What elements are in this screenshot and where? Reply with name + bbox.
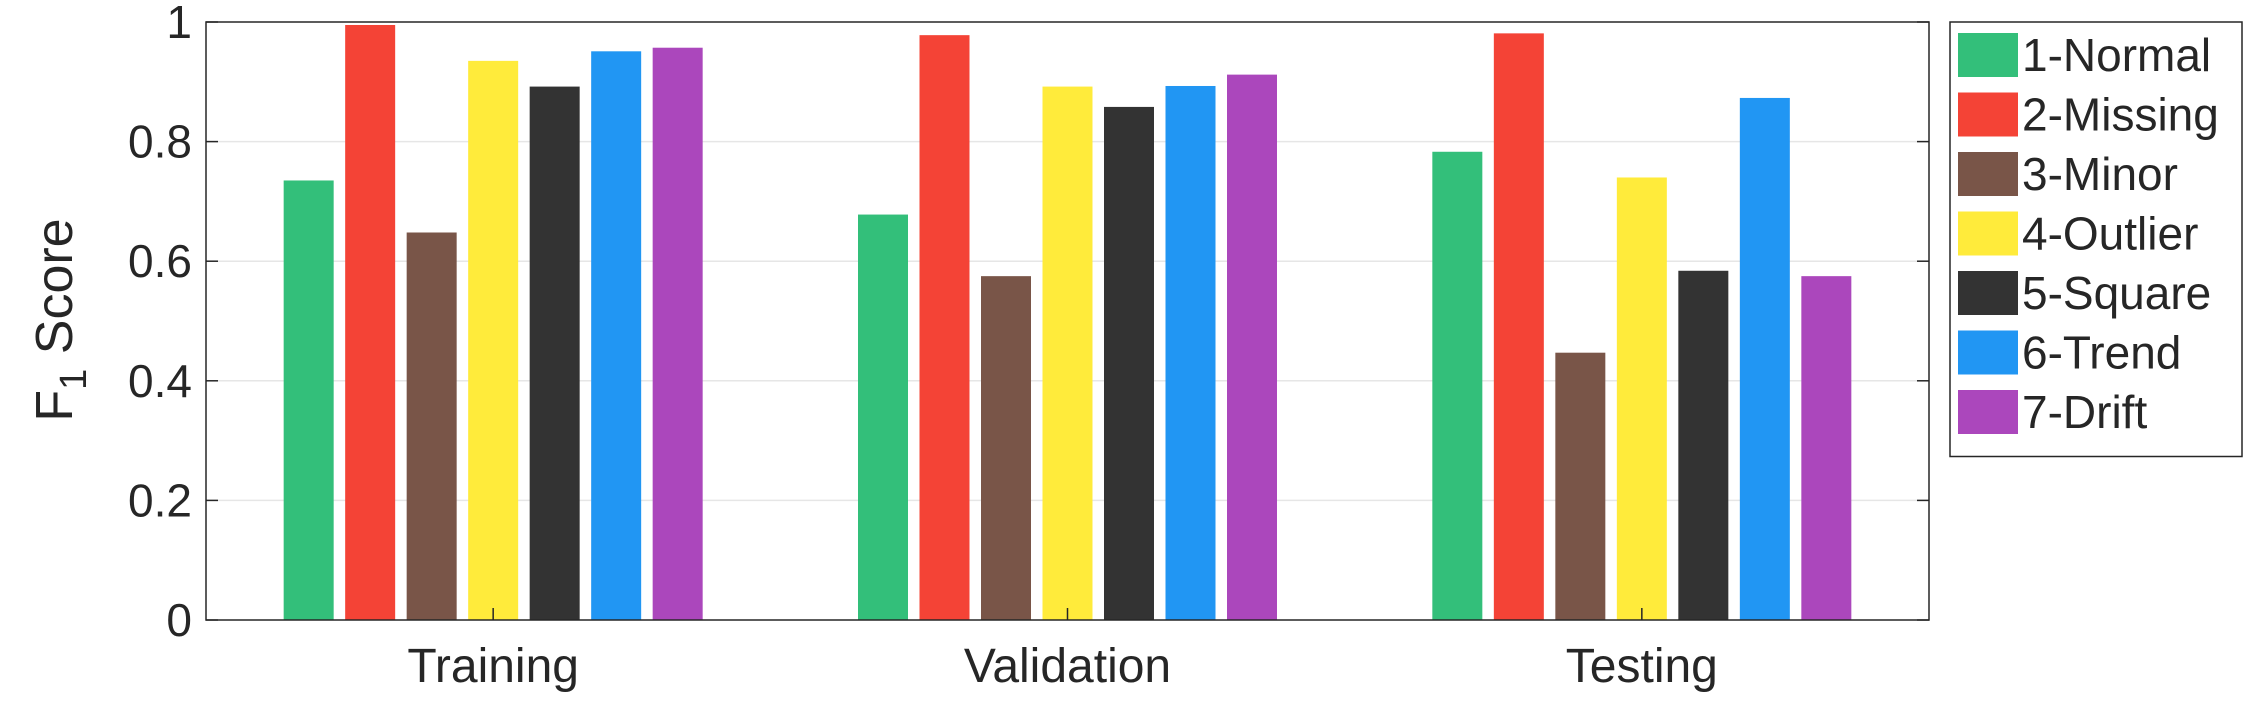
bar-training-2 xyxy=(345,24,396,621)
y-tick-label: 0.8 xyxy=(128,116,192,168)
bar-training-5 xyxy=(529,86,580,621)
legend: 1-Normal 2-Missing 3-Minor 4-Outlier 5-Squar… xyxy=(1949,21,2243,458)
bar-testing-5 xyxy=(1678,270,1729,620)
legend-label: 6-Trend xyxy=(2022,327,2181,379)
legend-label: 5-Square xyxy=(2022,267,2211,319)
legend-label: 3-Minor xyxy=(2022,148,2178,200)
bar-validation-3 xyxy=(981,276,1031,620)
y-axis-title-rest: Score xyxy=(26,218,84,368)
bar-testing-7 xyxy=(1801,276,1852,620)
legend-label: 1-Normal xyxy=(2022,29,2211,81)
legend-label: 2-Missing xyxy=(2022,89,2219,141)
bar-testing-4 xyxy=(1616,177,1667,621)
y-tick-label: 0.6 xyxy=(128,235,192,287)
y-tick-label: 1 xyxy=(166,0,192,48)
x-tick-label: Training xyxy=(407,640,579,693)
y-axis-ticks: 0 0.2 0.4 0.6 0.8 1 xyxy=(128,0,1929,646)
bar-testing-2 xyxy=(1493,33,1544,620)
bar-validation-2 xyxy=(919,35,970,620)
bar-testing-6 xyxy=(1739,97,1790,621)
legend-label: 4-Outlier xyxy=(2022,208,2198,260)
bar-training-6 xyxy=(591,51,642,620)
y-axis-title-subscript: 1 xyxy=(53,369,95,390)
bar-validation-7 xyxy=(1227,74,1277,620)
bar-validation-1 xyxy=(858,214,908,620)
legend-label: 7-Drift xyxy=(2022,386,2147,438)
bars xyxy=(283,24,1852,621)
bar-training-1 xyxy=(283,180,334,620)
legend-swatch xyxy=(1958,330,2018,375)
legend-swatch xyxy=(1958,390,2018,434)
legend-swatch xyxy=(1958,92,2018,137)
legend-swatch xyxy=(1958,33,2018,77)
legend-swatch xyxy=(1958,271,2018,315)
y-tick-label: 0.2 xyxy=(128,474,192,526)
x-tick-label: Testing xyxy=(1566,640,1718,693)
bar-training-4 xyxy=(468,60,519,621)
legend-swatch xyxy=(1958,152,2018,196)
x-tick-label: Validation xyxy=(964,640,1171,693)
legend-swatch xyxy=(1958,211,2018,256)
bar-training-7 xyxy=(652,47,703,621)
bar-testing-3 xyxy=(1555,352,1606,620)
bar-validation-4 xyxy=(1042,86,1093,621)
bar-validation-6 xyxy=(1165,85,1216,620)
y-tick-label: 0 xyxy=(166,594,192,646)
x-axis-ticks: Training Validation Testing xyxy=(407,608,1718,693)
bar-training-3 xyxy=(406,232,457,620)
bar-validation-5 xyxy=(1104,106,1154,620)
bar-testing-1 xyxy=(1432,151,1483,621)
y-tick-label: 0.4 xyxy=(128,355,192,407)
y-axis-title: F1 Score xyxy=(26,218,95,421)
y-axis-title-main: F xyxy=(26,390,84,422)
